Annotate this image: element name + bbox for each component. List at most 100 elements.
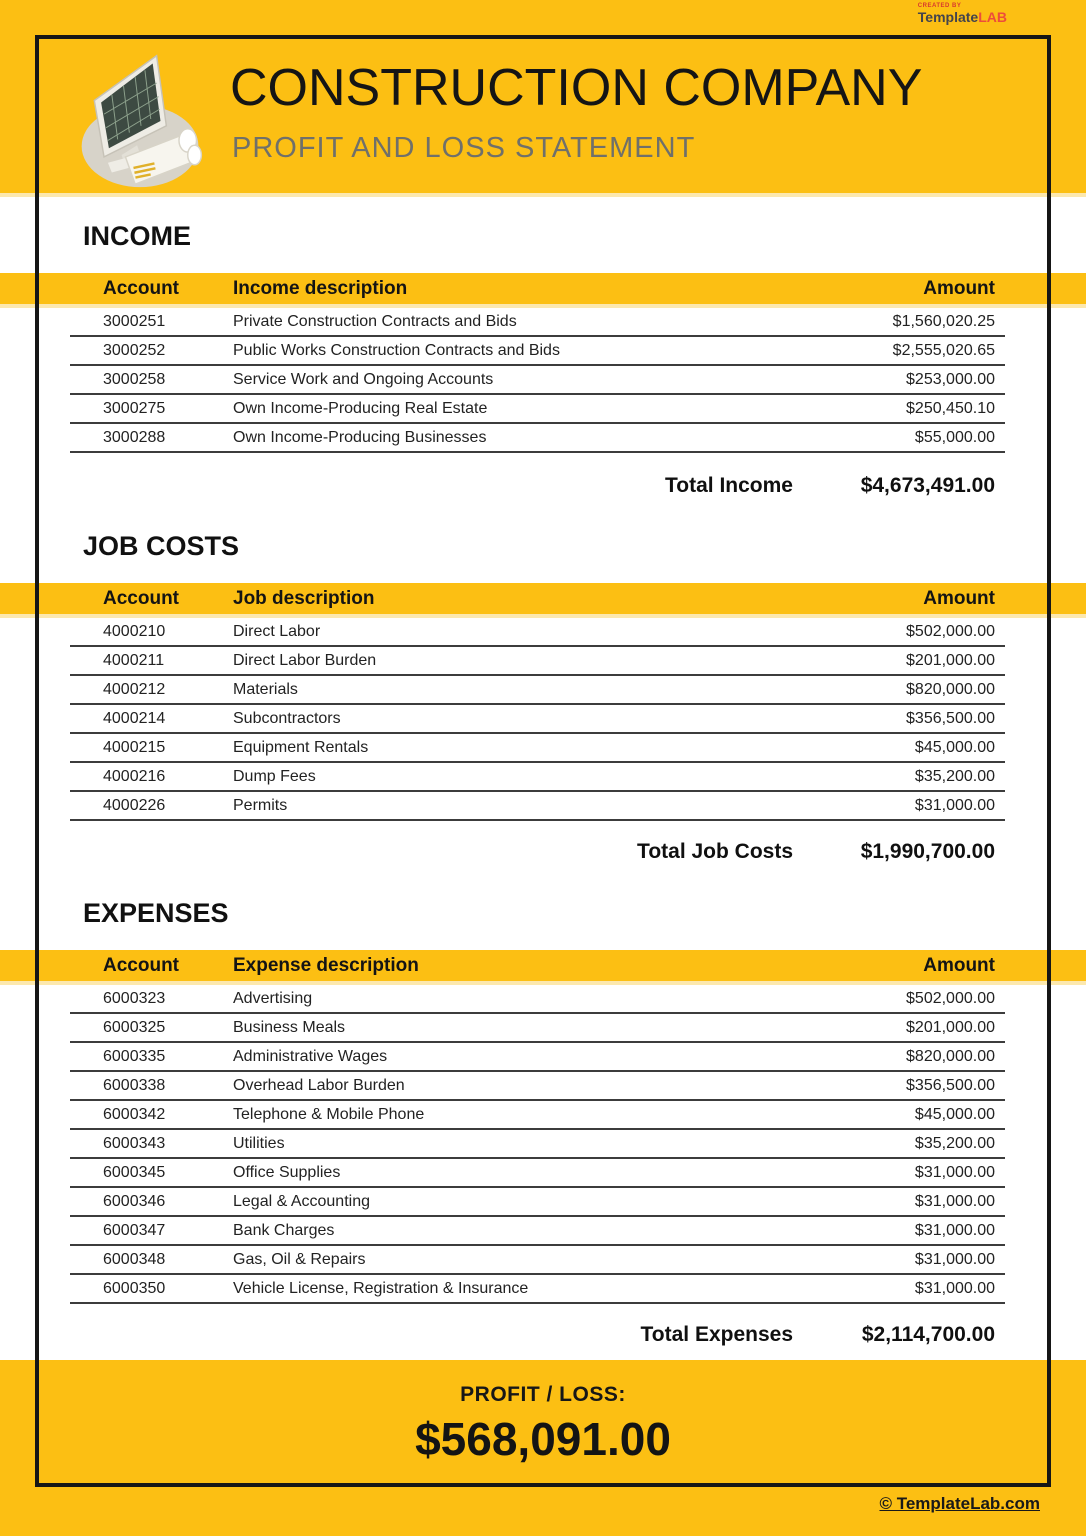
description-cell: Dump Fees	[233, 767, 316, 785]
table-row: 3000252 Public Works Construction Contrac…	[70, 337, 1005, 366]
account-cell: 3000288	[103, 428, 166, 446]
expenses-heading: EXPENSES	[83, 898, 229, 928]
page-subtitle: PROFIT AND LOSS STATEMENT	[232, 132, 696, 164]
job-costs-table-rows: 4000210 Direct Labor $502,000.00 4000211 Dir…	[0, 618, 1086, 821]
income-table-header: Account Income description Amount	[0, 273, 1086, 308]
account-cell: 3000251	[103, 312, 166, 330]
total-income-label: Total Income	[665, 474, 793, 497]
description-cell: Permits	[233, 796, 288, 814]
description-cell: Materials	[233, 680, 298, 698]
account-cell: 4000214	[103, 709, 166, 727]
table-row: 6000325 Business Meals $201,000.00	[70, 1014, 1005, 1043]
account-cell: 6000323	[103, 989, 166, 1007]
description-cell: Service Work and Ongoing Accounts	[233, 370, 494, 388]
amount-cell: $31,000.00	[914, 1192, 995, 1210]
amount-cell: $31,000.00	[914, 1221, 995, 1239]
total-income-value: $4,673,491.00	[860, 474, 995, 497]
column-header-amount: Amount	[923, 954, 995, 976]
expenses-section: EXPENSES Account Expense description Amo…	[0, 887, 1086, 1350]
table-row: 4000215 Equipment Rentals $45,000.00	[70, 734, 1005, 763]
amount-cell: $502,000.00	[906, 622, 995, 640]
table-row: 6000346 Legal & Accounting $31,000.00	[70, 1188, 1005, 1217]
account-cell: 6000347	[103, 1221, 166, 1239]
amount-cell: $31,000.00	[914, 1279, 995, 1297]
column-header-account: Account	[103, 954, 179, 976]
account-cell: 3000252	[103, 341, 166, 359]
job-costs-table-header: Account Job description Amount	[0, 583, 1086, 618]
table-row: 6000343 Utilities $35,200.00	[70, 1130, 1005, 1159]
logo-tagline: CREATED BY	[917, 3, 962, 9]
description-cell: Direct Labor Burden	[233, 651, 377, 669]
table-row: 3000275 Own Income-Producing Real Estate $…	[70, 395, 1005, 424]
account-cell: 6000346	[103, 1192, 166, 1210]
amount-cell: $1,560,020.25	[892, 312, 995, 330]
description-cell: Telephone & Mobile Phone	[233, 1105, 425, 1123]
amount-cell: $502,000.00	[906, 989, 995, 1007]
description-cell: Vehicle License, Registration & Insuranc…	[233, 1279, 529, 1297]
column-header-description: Job description	[233, 587, 375, 609]
amount-cell: $45,000.00	[914, 738, 995, 756]
description-cell: Advertising	[233, 989, 313, 1007]
account-cell: 6000345	[103, 1163, 166, 1181]
amount-cell: $820,000.00	[906, 680, 995, 698]
amount-cell: $356,500.00	[906, 1076, 995, 1094]
table-row: 6000350 Vehicle License, Registration & I…	[70, 1275, 1005, 1304]
job-costs-section: JOB COSTS Account Job description Amount…	[0, 520, 1086, 867]
description-cell: Own Income-Producing Businesses	[233, 428, 487, 446]
account-cell: 6000325	[103, 1018, 166, 1036]
table-row: 4000214 Subcontractors $356,500.00	[70, 705, 1005, 734]
description-cell: Equipment Rentals	[233, 738, 369, 756]
description-cell: Public Works Construction Contracts and …	[233, 341, 560, 359]
account-cell: 6000338	[103, 1076, 166, 1094]
profit-loss-label: PROFIT / LOSS:	[460, 1383, 626, 1406]
column-header-description: Expense description	[233, 954, 419, 976]
amount-cell: $35,200.00	[914, 1134, 995, 1152]
account-cell: 4000215	[103, 738, 166, 756]
account-cell: 6000348	[103, 1250, 166, 1268]
column-header-amount: Amount	[923, 587, 995, 609]
total-expenses-label: Total Expenses	[640, 1323, 794, 1346]
templatelab-credit-link[interactable]: © TemplateLab.com	[879, 1494, 1040, 1513]
table-row: 4000226 Permits $31,000.00	[70, 792, 1005, 821]
description-cell: Bank Charges	[233, 1221, 335, 1239]
total-job-costs-label: Total Job Costs	[637, 840, 793, 863]
job-costs-total-row: Total Job Costs $1,990,700.00	[70, 837, 1005, 867]
description-cell: Business Meals	[233, 1018, 346, 1036]
account-cell: 6000350	[103, 1279, 166, 1297]
amount-cell: $2,555,020.65	[892, 341, 995, 359]
column-header-amount: Amount	[923, 277, 995, 299]
table-row: 6000323 Advertising $502,000.00	[70, 985, 1005, 1014]
description-cell: Office Supplies	[233, 1163, 341, 1181]
laptop-blueprint-icon	[81, 54, 203, 188]
account-cell: 6000342	[103, 1105, 166, 1123]
table-row: 6000342 Telephone & Mobile Phone $45,000.0…	[70, 1101, 1005, 1130]
description-cell: Private Construction Contracts and Bids	[233, 312, 517, 330]
income-section: INCOME Account Income description Amount…	[0, 210, 1086, 501]
table-row: 6000338 Overhead Labor Burden $356,500.00	[70, 1072, 1005, 1101]
profit-loss-banner: PROFIT / LOSS: $568,091.00 © TemplateLab…	[0, 1360, 1086, 1536]
column-header-account: Account	[103, 277, 179, 299]
amount-cell: $201,000.00	[906, 651, 995, 669]
header-banner: CREATED BY TemplateLAB CONSTRUCTION COMP…	[0, 0, 1086, 197]
logo-word-template: Template	[917, 9, 979, 25]
logo-word-lab: LAB	[978, 9, 1007, 25]
amount-cell: $55,000.00	[914, 428, 995, 446]
profit-loss-value: $568,091.00	[415, 1413, 671, 1465]
table-row: 6000347 Bank Charges $31,000.00	[70, 1217, 1005, 1246]
account-cell: 3000258	[103, 370, 166, 388]
description-cell: Administrative Wages	[233, 1047, 388, 1065]
column-header-account: Account	[103, 587, 179, 609]
account-cell: 4000216	[103, 767, 166, 785]
table-row: 3000258 Service Work and Ongoing Accounts…	[70, 366, 1005, 395]
account-cell: 4000211	[103, 651, 165, 669]
description-cell: Own Income-Producing Real Estate	[233, 399, 488, 417]
description-cell: Utilities	[233, 1134, 285, 1152]
account-cell: 4000226	[103, 796, 166, 814]
job-costs-heading: JOB COSTS	[83, 531, 240, 561]
amount-cell: $356,500.00	[906, 709, 995, 727]
description-cell: Gas, Oil & Repairs	[233, 1250, 366, 1268]
table-row: 6000345 Office Supplies $31,000.00	[70, 1159, 1005, 1188]
amount-cell: $201,000.00	[906, 1018, 995, 1036]
expenses-table-rows: 6000323 Advertising $502,000.00 6000325 Busi…	[0, 985, 1086, 1304]
table-row: 4000211 Direct Labor Burden $201,000.00	[70, 647, 1005, 676]
